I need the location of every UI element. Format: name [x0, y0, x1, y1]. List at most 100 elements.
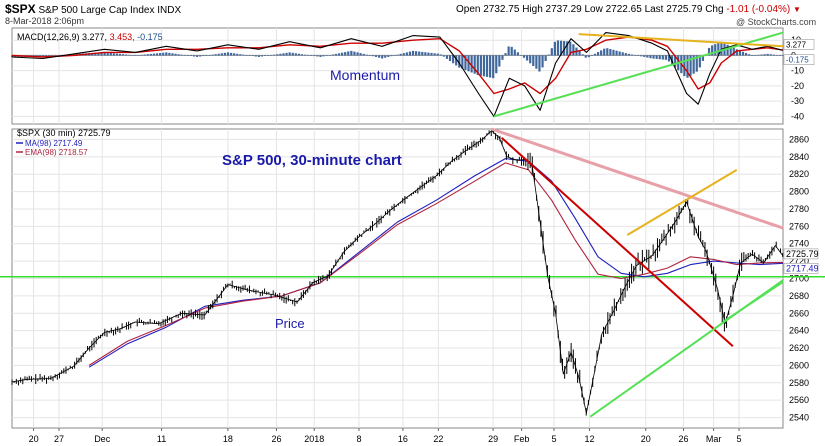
- macd-histogram-bar: [399, 53, 402, 56]
- macd-histogram-bar: [313, 55, 316, 57]
- price-y-tick-label: 2720: [789, 256, 809, 266]
- macd-histogram-bar: [652, 55, 655, 59]
- price-last-value: 2725.79: [786, 249, 819, 259]
- macd-histogram-bar: [532, 55, 535, 67]
- x-tick-label: Feb: [514, 434, 530, 444]
- macd-histogram-bar: [109, 52, 112, 56]
- macd-histogram-bar: [122, 54, 125, 56]
- macd-histogram-bar: [544, 55, 547, 61]
- chart-annotation-title: S&P 500, 30-minute chart: [222, 152, 402, 169]
- macd-histogram-bar: [482, 55, 486, 77]
- macd-histogram-bar: [590, 55, 593, 56]
- price-annotation: Price: [275, 316, 305, 331]
- macd-histogram-bar: [587, 55, 590, 58]
- macd-histogram-bar: [529, 55, 532, 64]
- macd-histogram-bar: [596, 52, 600, 56]
- ema98-line: [88, 162, 784, 366]
- macd-histogram-bar: [643, 55, 646, 57]
- macd-histogram-bar: [353, 51, 356, 56]
- macd-histogram-bar: [519, 55, 523, 56]
- macd-histogram-bar: [152, 53, 156, 56]
- macd-histogram-bar: [470, 55, 473, 73]
- macd-histogram-bar: [282, 53, 285, 56]
- macd-histogram-bar: [377, 55, 381, 58]
- macd-histogram-bar: [513, 49, 516, 56]
- macd-histogram-bar: [408, 51, 412, 56]
- macd-histogram-bar: [310, 55, 313, 56]
- macd-histogram-bar: [146, 54, 149, 56]
- macd-histogram-bar: [445, 55, 449, 59]
- macd-histogram-bar: [97, 52, 100, 56]
- macd-histogram-bar: [319, 55, 322, 57]
- macd-histogram-bar: [239, 54, 242, 56]
- price-y-tick-label: 2600: [789, 360, 809, 370]
- macd-histogram-bar: [458, 55, 461, 68]
- macd-histogram-bar: [661, 55, 664, 60]
- macd-histogram-bar: [658, 55, 661, 60]
- macd-histogram-bar: [689, 55, 692, 76]
- x-tick-label: 5: [552, 434, 557, 444]
- x-tick-label: 20: [641, 434, 651, 444]
- macd-histogram-bar: [199, 55, 202, 57]
- x-tick-label: 18: [223, 434, 233, 444]
- macd-y-tick-label: -10: [791, 66, 804, 76]
- macd-histogram-bar: [128, 54, 131, 56]
- macd-histogram-bar: [504, 53, 507, 56]
- macd-histogram-bar: [183, 55, 186, 56]
- macd-histogram-bar: [569, 41, 572, 56]
- macd-histogram-bar: [103, 52, 106, 56]
- macd-histogram-bar: [655, 55, 658, 59]
- macd-histogram-bar: [220, 53, 223, 56]
- macd-last-value: 3.277: [786, 40, 807, 49]
- macd-histogram-bar: [340, 52, 344, 56]
- price-y-tick-label: 2660: [789, 308, 809, 318]
- macd-histogram-bar: [507, 46, 510, 56]
- price-legend-series: EMA(98) 2718.57: [25, 148, 88, 157]
- date-label: 8-Mar-2018 2:06pm: [5, 16, 85, 26]
- macd-histogram-bar: [664, 55, 668, 60]
- x-tick-label: 5: [737, 434, 742, 444]
- x-tick-label: 8: [356, 434, 361, 444]
- macd-histogram-bar: [51, 55, 54, 57]
- macd-histogram-bar: [106, 52, 109, 56]
- macd-histogram-bar: [714, 44, 717, 56]
- macd-histogram-bar: [593, 53, 597, 56]
- macd-histogram-bar: [433, 53, 436, 56]
- macd-histogram-bar: [741, 51, 745, 56]
- x-tick-label: 12: [584, 434, 594, 444]
- macd-histogram-bar: [633, 55, 637, 56]
- macd-histogram-bar: [350, 50, 353, 56]
- macd-histogram-bar: [325, 55, 328, 56]
- macd-histogram-bar: [211, 54, 214, 56]
- macd-histogram-bar: [637, 55, 640, 56]
- macd-histogram-bar: [421, 51, 424, 56]
- macd-histogram-bar: [356, 52, 359, 56]
- price-trendline: [626, 168, 738, 236]
- macd-histogram-bar: [538, 55, 541, 72]
- macd-histogram-bar: [436, 53, 439, 56]
- macd-histogram-bar: [266, 55, 270, 56]
- macd-histogram-bar: [667, 55, 671, 62]
- macd-histogram-bar: [510, 46, 513, 56]
- macd-histogram-bar: [381, 55, 384, 59]
- macd-histogram-bar: [452, 55, 455, 64]
- macd-histogram-bar: [131, 55, 134, 56]
- macd-last-flag: [783, 39, 815, 50]
- macd-histogram-bar: [368, 55, 371, 56]
- macd-histogram-bar: [251, 55, 254, 57]
- macd-y-tick-label: -30: [791, 96, 804, 106]
- macd-histogram-bar: [359, 53, 362, 56]
- macd-histogram-bar: [159, 52, 162, 56]
- macd-signal-line: [11, 36, 784, 95]
- x-tick-label: Mar: [706, 434, 722, 444]
- macd-histogram-bar: [442, 55, 445, 57]
- macd-legend: MACD(12,26,9) 3.277, 3.453, -0.175: [17, 32, 163, 42]
- price-trendline: [722, 281, 784, 323]
- macd-histogram-bar: [553, 41, 556, 56]
- macd-histogram-bar: [698, 55, 701, 68]
- macd-histogram-bar: [334, 53, 338, 56]
- macd-histogram-bar: [674, 55, 677, 68]
- macd-histogram-bar: [168, 52, 171, 56]
- macd-histogram-bar: [233, 53, 236, 56]
- macd-histogram-bar: [260, 55, 264, 57]
